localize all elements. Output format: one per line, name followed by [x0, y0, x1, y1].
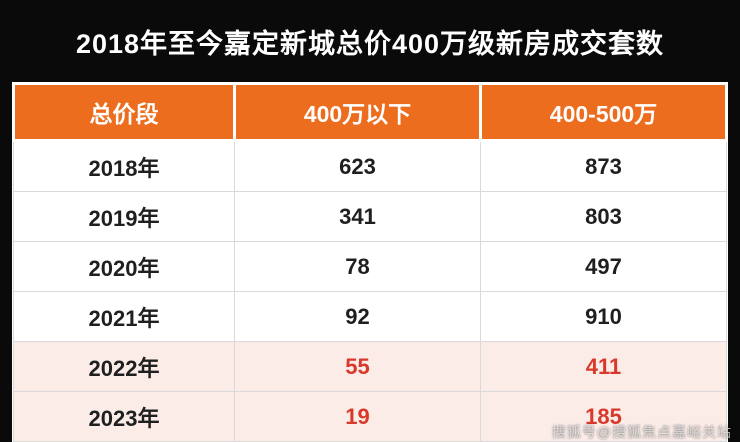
header-below-400: 400万以下: [233, 82, 482, 142]
value-cell: 55: [234, 341, 481, 392]
value-cell: 185: [480, 391, 727, 442]
value-cell: 19: [234, 391, 481, 442]
header-400-500: 400-500万: [479, 82, 728, 142]
table-row-highlighted: 2022年 55 411: [12, 341, 727, 392]
value-cell: 497: [480, 241, 727, 292]
table-row: 2021年 92 910: [12, 291, 727, 342]
value-cell: 873: [480, 140, 727, 192]
value-cell: 78: [234, 241, 481, 292]
watermark: 搜狐号@搜狐焦点嘉峪关站: [551, 424, 732, 440]
value-cell: 341: [234, 191, 481, 242]
value-cell: 910: [480, 291, 727, 342]
table-row: 2020年 78 497: [12, 241, 727, 292]
chart-title: 2018年至今嘉定新城总价400万级新房成交套数: [75, 29, 665, 59]
year-cell: 2019年: [12, 191, 236, 242]
value-cell: 411: [480, 341, 727, 392]
value-cell: 803: [480, 191, 727, 242]
year-cell: 2020年: [12, 241, 236, 292]
year-cell: 2021年: [12, 291, 236, 342]
year-cell: 2022年: [12, 341, 236, 392]
price-table: 总价段 400万以下 400-500万 2018年 623 873 2019年 …: [11, 82, 728, 442]
year-cell: 2018年: [12, 140, 236, 192]
table-row-highlighted: 2023年 19 185: [12, 391, 727, 442]
year-cell: 2023年: [12, 391, 236, 442]
table-row: 2019年 341 803: [12, 191, 727, 242]
header-price-band: 总价段: [11, 82, 237, 142]
table-header-row: 总价段 400万以下 400-500万: [11, 82, 728, 142]
value-cell: 623: [234, 140, 481, 192]
table-row: 2018年 623 873: [12, 140, 727, 192]
value-cell: 92: [234, 291, 481, 342]
